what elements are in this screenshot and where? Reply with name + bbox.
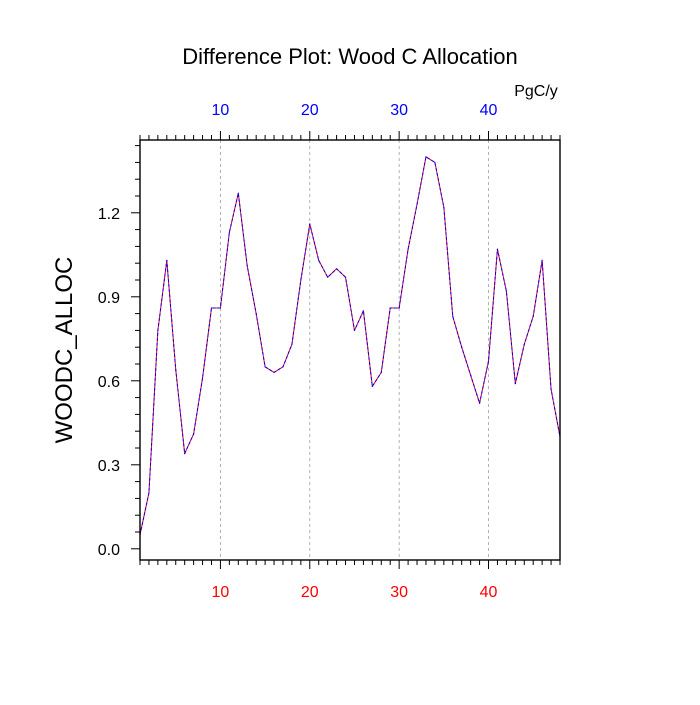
plot-frame bbox=[139, 139, 561, 561]
data-point bbox=[309, 223, 311, 225]
data-point bbox=[461, 346, 463, 348]
data-point bbox=[407, 248, 409, 250]
series-line-0 bbox=[139, 156, 561, 535]
data-point bbox=[478, 402, 481, 404]
data-point bbox=[336, 268, 338, 270]
x-tick-label-top: 10 bbox=[212, 102, 230, 119]
data-point bbox=[470, 374, 472, 376]
data-point bbox=[353, 329, 356, 331]
data-point bbox=[532, 315, 534, 317]
y-tick-label: 0.3 bbox=[98, 458, 120, 475]
data-point bbox=[389, 307, 391, 309]
data-point bbox=[219, 307, 222, 309]
x-tick-label-bottom: 20 bbox=[301, 584, 319, 601]
data-point bbox=[166, 259, 168, 261]
data-point bbox=[344, 276, 347, 278]
data-point bbox=[416, 203, 418, 205]
y-tick-label: 0.0 bbox=[98, 542, 120, 559]
data-point bbox=[291, 343, 293, 345]
data-point bbox=[443, 206, 445, 208]
data-point bbox=[157, 329, 159, 331]
x-tick-label-bottom: 10 bbox=[212, 584, 230, 601]
data-point bbox=[514, 383, 516, 385]
data-point bbox=[237, 192, 239, 194]
x-tick-label-top: 20 bbox=[301, 102, 319, 119]
data-point bbox=[371, 385, 373, 387]
units-label: PgC/y bbox=[514, 83, 558, 100]
data-point bbox=[201, 377, 204, 379]
x-tick-label-top: 40 bbox=[480, 102, 498, 119]
series-line-overlay-0 bbox=[139, 156, 561, 535]
data-point bbox=[193, 433, 195, 435]
chart-title: Difference Plot: Wood C Allocation bbox=[182, 44, 517, 69]
y-tick-label: 0.6 bbox=[98, 374, 120, 391]
y-tick-label: 0.9 bbox=[98, 290, 120, 307]
data-point bbox=[148, 492, 150, 494]
data-point bbox=[318, 259, 320, 261]
x-tick-label-bottom: 40 bbox=[480, 584, 498, 601]
data-point bbox=[273, 371, 275, 373]
x-tick-label-top: 30 bbox=[390, 102, 408, 119]
data-point bbox=[452, 315, 454, 317]
data-point bbox=[487, 360, 490, 362]
data-point bbox=[184, 453, 186, 455]
data-point bbox=[505, 290, 507, 292]
data-point bbox=[398, 307, 400, 309]
data-point bbox=[210, 307, 213, 309]
data-point bbox=[550, 388, 552, 390]
data-point bbox=[282, 366, 284, 368]
data-point bbox=[246, 265, 248, 267]
data-point bbox=[523, 343, 525, 345]
data-point bbox=[264, 366, 266, 368]
x-tick-label-bottom: 30 bbox=[390, 584, 408, 601]
data-point bbox=[496, 248, 499, 250]
data-point bbox=[228, 231, 230, 233]
data-point bbox=[362, 310, 364, 312]
data-point bbox=[255, 313, 257, 315]
data-point bbox=[300, 279, 302, 281]
y-axis-label: WOODC_ALLOC bbox=[51, 257, 78, 444]
data-point bbox=[425, 156, 427, 158]
plot-layer: 10 20 30 40 10 20 30 40 0.0 0.3 0.6 0.9 1.2 bbox=[98, 102, 561, 601]
data-point bbox=[541, 259, 543, 261]
data-point bbox=[434, 161, 436, 163]
data-point bbox=[175, 369, 177, 371]
data-point bbox=[380, 371, 382, 373]
y-tick-label: 1.2 bbox=[98, 206, 120, 223]
data-point bbox=[327, 276, 329, 278]
